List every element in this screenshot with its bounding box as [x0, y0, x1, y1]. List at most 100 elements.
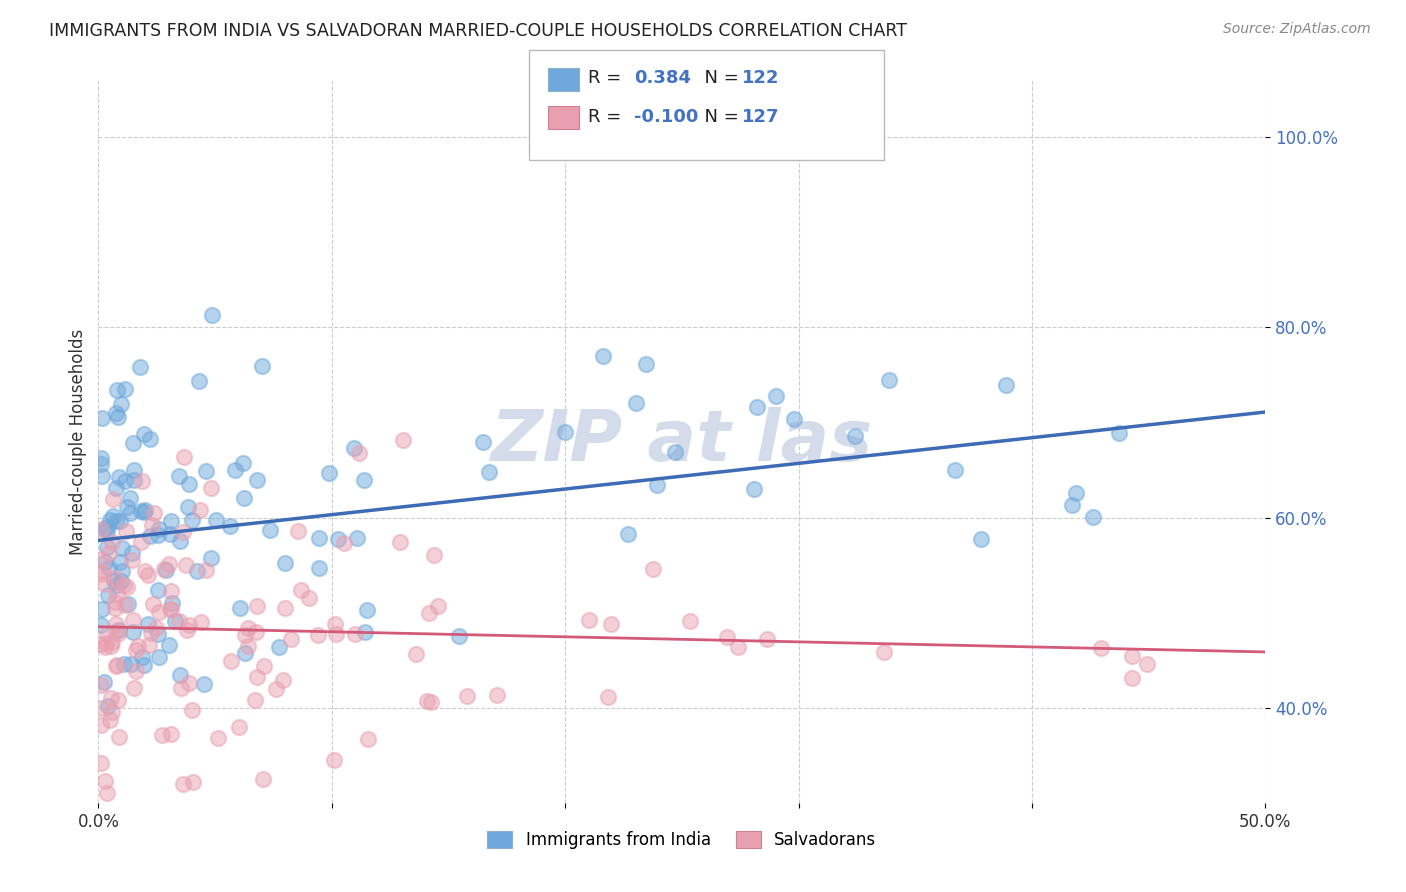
Point — [108, 731, 131, 745]
Point — [253, 658, 276, 673]
Point — [177, 477, 200, 491]
Point — [125, 643, 148, 657]
Point — [104, 514, 127, 528]
Point — [94, 555, 117, 569]
Point — [274, 556, 297, 570]
Point — [200, 481, 222, 495]
Point — [112, 657, 135, 672]
Point — [243, 693, 266, 707]
Point — [136, 568, 159, 582]
Point — [236, 621, 259, 635]
Point — [1121, 671, 1143, 685]
Point — [98, 561, 121, 575]
Point — [418, 606, 440, 620]
Point — [246, 599, 269, 613]
Point — [246, 473, 269, 487]
Point — [150, 727, 173, 741]
Point — [190, 615, 212, 630]
Point — [104, 570, 127, 584]
Point — [90, 637, 112, 651]
Point — [264, 681, 287, 696]
Point — [146, 583, 169, 598]
Point — [172, 524, 194, 539]
Point — [416, 694, 439, 708]
Point — [108, 514, 131, 528]
Point — [134, 427, 156, 442]
Point — [101, 509, 124, 524]
Text: 0.384: 0.384 — [634, 70, 692, 87]
Point — [139, 529, 162, 543]
Point — [872, 644, 894, 658]
Point — [259, 524, 281, 538]
Point — [844, 429, 866, 443]
Point — [280, 632, 302, 646]
Point — [98, 713, 121, 727]
Point — [308, 561, 330, 575]
Point — [120, 657, 142, 672]
Point — [173, 450, 195, 465]
Point — [110, 574, 132, 588]
Point — [124, 681, 146, 696]
Point — [104, 601, 127, 615]
Point — [159, 527, 181, 541]
Point — [134, 564, 156, 578]
Point — [107, 624, 129, 638]
Point — [252, 359, 274, 374]
Point — [90, 756, 112, 770]
Point — [131, 475, 153, 489]
Point — [478, 465, 501, 479]
Point — [155, 563, 177, 577]
Point — [114, 599, 136, 613]
Point — [104, 595, 127, 609]
Point — [207, 731, 229, 745]
Point — [120, 506, 142, 520]
Point — [1121, 649, 1143, 664]
Point — [121, 625, 143, 640]
Point — [105, 657, 128, 672]
Point — [233, 628, 256, 642]
Point — [200, 550, 222, 565]
Point — [121, 553, 143, 567]
Point — [148, 605, 170, 619]
Point — [181, 703, 204, 717]
Point — [307, 628, 329, 642]
Point — [1135, 657, 1157, 672]
Point — [422, 548, 444, 562]
Point — [91, 410, 114, 425]
Point — [578, 613, 600, 627]
Text: R =: R = — [588, 70, 633, 87]
Point — [110, 555, 132, 569]
Point — [472, 434, 495, 449]
Point — [169, 668, 191, 682]
Point — [122, 463, 145, 477]
Point — [1090, 641, 1112, 656]
Point — [100, 640, 122, 654]
Point — [127, 639, 149, 653]
Point — [664, 444, 686, 458]
Point — [877, 373, 900, 387]
Point — [122, 473, 145, 487]
Point — [179, 676, 201, 690]
Point — [101, 635, 124, 649]
Point — [1108, 425, 1130, 440]
Text: N =: N = — [693, 108, 745, 126]
Point — [744, 482, 766, 496]
Point — [679, 615, 702, 629]
Point — [357, 732, 380, 747]
Point — [194, 563, 217, 577]
Point — [94, 774, 117, 789]
Point — [145, 621, 167, 635]
Point — [353, 473, 375, 487]
Point — [160, 602, 183, 616]
Point — [596, 690, 619, 704]
Point — [232, 491, 254, 505]
Point — [90, 602, 112, 616]
Point — [232, 456, 254, 470]
Point — [392, 433, 415, 447]
Point — [290, 583, 312, 598]
Point — [188, 503, 211, 517]
Point — [115, 500, 138, 514]
Point — [349, 446, 371, 460]
Point — [765, 389, 787, 403]
Point — [389, 535, 412, 549]
